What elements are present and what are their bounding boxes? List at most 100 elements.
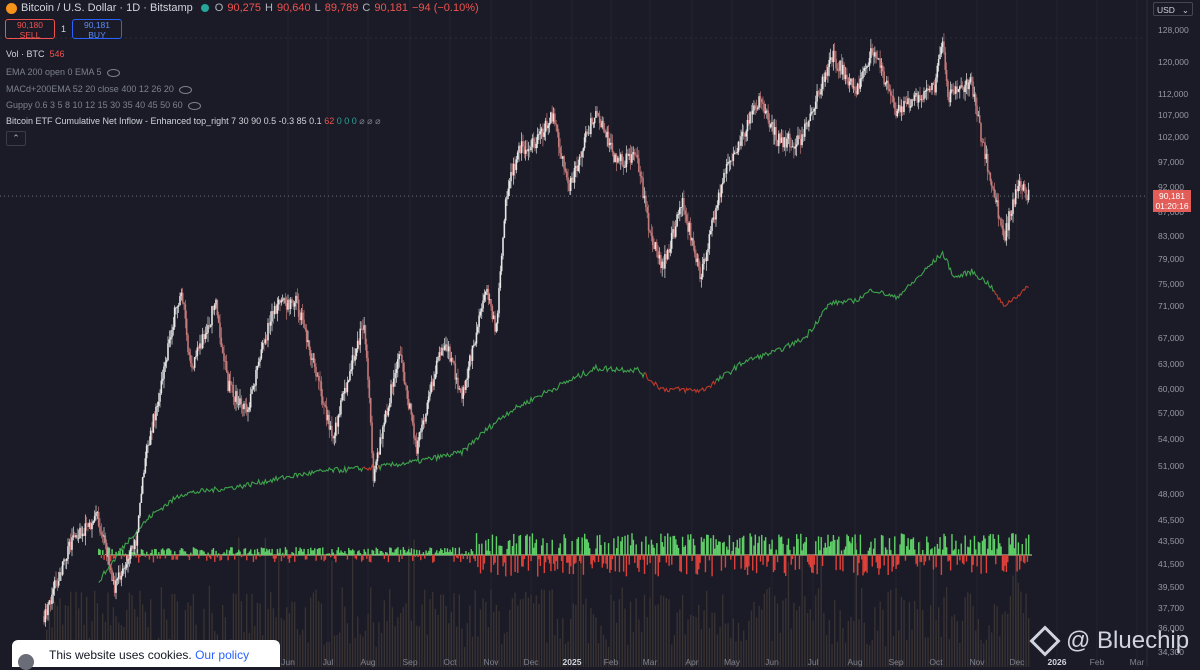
candle [813, 108, 816, 112]
candle [927, 88, 929, 91]
candle [474, 343, 476, 345]
volume-bar [681, 595, 684, 667]
volume-bar [730, 637, 732, 667]
symbol-title[interactable]: Bitcoin / U.S. Dollar · 1D · Bitstamp [21, 2, 193, 14]
flow-bar [906, 546, 908, 555]
volume-bar [126, 610, 128, 667]
flow-bar [375, 547, 377, 555]
flow-bar [903, 534, 905, 555]
bitcoin-icon [6, 2, 17, 14]
candle [414, 438, 417, 441]
candle [924, 91, 927, 92]
candle [660, 255, 662, 269]
candle [144, 458, 147, 473]
flow-bar [518, 535, 520, 555]
candle [473, 344, 475, 346]
flow-bar [318, 548, 320, 555]
flow-bar [809, 555, 812, 568]
flow-bar [525, 535, 527, 555]
candle [127, 559, 129, 565]
candle [988, 171, 990, 173]
indicator-macd[interactable]: MACd+200EMA 52 20 close 400 12 26 20 [6, 84, 192, 94]
flow-bar [542, 538, 544, 555]
candle [308, 340, 311, 350]
flow-bar [984, 538, 986, 555]
flow-bar [319, 547, 321, 555]
candle [859, 78, 862, 89]
indicator-guppy[interactable]: Guppy 0.6 3 5 8 10 12 15 30 35 40 45 50 … [6, 100, 201, 110]
candle [889, 91, 892, 96]
candle [833, 50, 836, 59]
candle [108, 555, 111, 566]
candle [888, 88, 891, 92]
candle [515, 159, 518, 171]
indicator-etf-inflow[interactable]: Bitcoin ETF Cumulative Net Inflow - Enha… [6, 116, 381, 127]
flow-bar [714, 548, 716, 555]
volume-bar [906, 640, 908, 667]
volume-bar [174, 593, 176, 667]
volume-bar [652, 551, 654, 667]
candle [997, 200, 1000, 219]
volume-bar [280, 618, 283, 667]
buy-button[interactable]: 90,181 BUY [72, 19, 123, 39]
candle [837, 70, 840, 72]
volume-bar [892, 636, 895, 667]
eye-hidden-icon[interactable] [106, 68, 120, 77]
flow-bar [886, 549, 888, 555]
candle [907, 98, 909, 105]
indicator-volume[interactable]: Vol · BTC 546 [6, 49, 65, 59]
candle [737, 141, 740, 152]
candle [373, 469, 376, 482]
candle [212, 306, 215, 311]
volume-bar [861, 588, 863, 667]
volume-bar [503, 633, 506, 667]
cookie-policy-link[interactable]: Our policy [195, 648, 250, 662]
candle [772, 122, 775, 135]
candle [265, 339, 268, 341]
close-value: 90,181 [374, 2, 408, 14]
candle [147, 444, 149, 446]
flow-bar [413, 549, 415, 555]
candle [905, 102, 908, 105]
eye-hidden-icon[interactable] [187, 101, 201, 110]
flow-bar [645, 536, 647, 555]
flow-bar [513, 533, 515, 555]
candle [753, 105, 755, 111]
flow-bar [465, 551, 467, 555]
candle [1014, 189, 1017, 205]
time-tick: Nov [969, 657, 985, 667]
candle [868, 58, 871, 66]
candle [960, 85, 962, 87]
flow-bar [586, 539, 588, 555]
flow-bar [251, 553, 253, 555]
flow-bar [812, 555, 814, 574]
currency-selector[interactable]: USD ⌄ [1153, 2, 1193, 16]
flow-bar [832, 535, 835, 555]
candle [536, 134, 539, 145]
volume-bar [882, 609, 884, 667]
candle [514, 163, 516, 171]
sell-button[interactable]: 90,180 SELL [5, 19, 55, 39]
volume-bar [208, 585, 211, 667]
flow-bar [481, 543, 483, 555]
flow-bar [399, 549, 402, 555]
cookie-icon [18, 654, 34, 670]
flow-bar [242, 555, 244, 557]
collapse-legend-button[interactable]: ⌃ [6, 131, 26, 146]
candle [133, 540, 136, 550]
volume-bar [748, 620, 750, 667]
flow-bar [1003, 555, 1005, 572]
volume-bar [592, 614, 595, 667]
candle [668, 249, 670, 253]
eye-hidden-icon[interactable] [178, 85, 192, 94]
candle [510, 172, 512, 182]
indicator-ema[interactable]: EMA 200 open 0 EMA 5 [6, 67, 120, 77]
candle [746, 119, 749, 132]
flow-bar [587, 542, 590, 555]
candle [227, 372, 229, 391]
candle [103, 535, 105, 537]
candle [876, 57, 879, 60]
flow-bar [483, 555, 486, 564]
flow-bar [828, 546, 831, 555]
